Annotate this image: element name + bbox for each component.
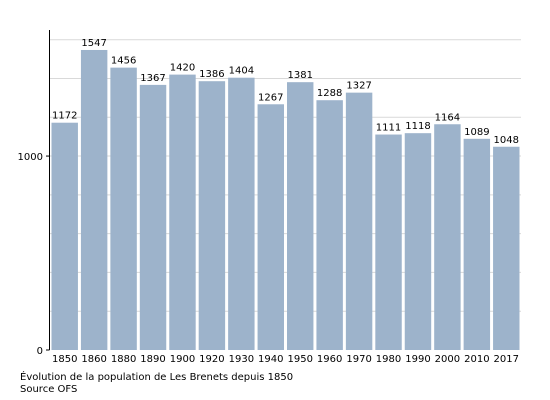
bar-1860: [80, 49, 108, 350]
value-label-1920: 1386: [199, 69, 224, 80]
x-tick-label-1990: 1990: [405, 354, 430, 365]
x-tick-labels: 1850 1860 1880 1890 1900 1920 1930 1940 1950 1960…: [52, 354, 519, 365]
bar-1940: [257, 104, 284, 351]
y-axis: 0 1000: [18, 30, 50, 357]
bar-2010: [463, 138, 491, 350]
bar-1890: [139, 84, 167, 350]
bar-2000: [434, 124, 461, 350]
x-tick-label-2010: 2010: [464, 354, 489, 365]
value-label-1850: 1172: [52, 111, 77, 122]
chart-caption: Évolution de la population de Les Brenet…: [20, 372, 294, 383]
value-label-1860: 1547: [81, 38, 106, 49]
x-tick-label-1980: 1980: [376, 354, 401, 365]
value-label-2010: 1089: [464, 127, 489, 138]
value-label-1900: 1420: [170, 63, 195, 74]
x-tick-label-1860: 1860: [81, 354, 106, 365]
bar-1960: [316, 100, 343, 351]
bar-2017: [493, 146, 520, 350]
x-tick-label-1890: 1890: [140, 354, 165, 365]
chart-source: Source OFS: [20, 384, 78, 395]
value-labels: 1172 1547 1456 1367 1420 1386 1404 1267 1381 1288…: [52, 38, 519, 146]
x-tick-label-1950: 1950: [287, 354, 312, 365]
bar-1930: [228, 77, 255, 350]
value-label-1950: 1381: [287, 70, 312, 81]
x-tick-label-1920: 1920: [199, 354, 224, 365]
value-label-1890: 1367: [140, 73, 165, 84]
x-tick-label-2017: 2017: [494, 354, 519, 365]
value-label-2000: 1164: [435, 112, 460, 123]
x-tick-label-1900: 1900: [170, 354, 195, 365]
value-label-1990: 1118: [405, 121, 430, 132]
bar-1980: [375, 134, 402, 350]
value-label-1970: 1327: [346, 81, 371, 92]
value-label-1940: 1267: [258, 92, 283, 103]
x-tick-label-1930: 1930: [229, 354, 254, 365]
value-label-1930: 1404: [229, 66, 254, 77]
value-label-2017: 1048: [494, 135, 519, 146]
x-tick-label-2000: 2000: [435, 354, 460, 365]
bars: [51, 49, 520, 351]
y-tick-label-0: 0: [37, 346, 43, 357]
bar-1900: [169, 74, 196, 350]
bar-1920: [198, 81, 226, 350]
x-tick-label-1960: 1960: [317, 354, 342, 365]
bar-1850: [51, 122, 78, 350]
x-tick-label-1880: 1880: [111, 354, 136, 365]
value-label-1960: 1288: [317, 88, 342, 99]
value-label-1980: 1111: [376, 123, 401, 134]
bar-1880: [110, 67, 137, 351]
bar-1990: [404, 133, 432, 350]
x-tick-label-1940: 1940: [258, 354, 283, 365]
x-tick-label-1970: 1970: [346, 354, 371, 365]
x-tick-label-1850: 1850: [52, 354, 77, 365]
y-tick-label-1000: 1000: [18, 152, 43, 163]
bar-1970: [345, 92, 373, 350]
value-label-1880: 1456: [111, 56, 136, 67]
bar-1950: [287, 82, 314, 350]
